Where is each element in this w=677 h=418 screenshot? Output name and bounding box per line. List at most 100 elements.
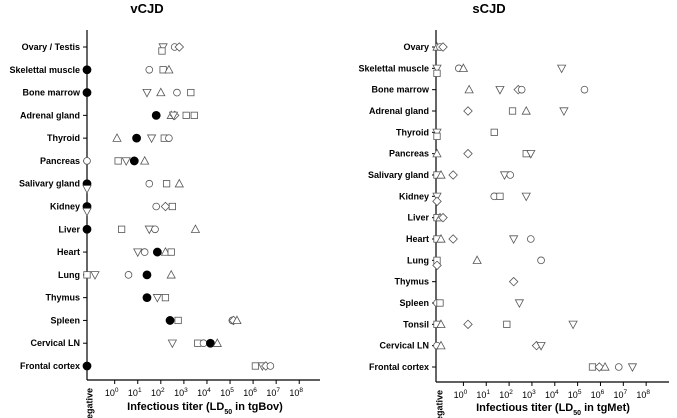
point-square xyxy=(503,320,511,328)
x-tick-exponent: 3 xyxy=(184,387,188,394)
x-tick-label: 102 xyxy=(499,389,513,400)
point-triangle-down xyxy=(559,107,569,117)
point-triangle-up xyxy=(212,338,223,347)
category-label: Kidney xyxy=(399,191,429,201)
x-tick-exponent: 3 xyxy=(532,389,536,396)
x-tick-exponent: 2 xyxy=(509,389,513,396)
x-tick-exponent: 6 xyxy=(601,389,605,396)
point-triangle-down xyxy=(514,299,525,309)
point-circle xyxy=(614,363,623,371)
x-tick-label: 104 xyxy=(197,387,211,398)
x-tick-exponent: 2 xyxy=(161,387,165,394)
point-dot xyxy=(82,65,92,75)
x-tick-exponent: 5 xyxy=(578,389,582,396)
x-tick-base: 10 xyxy=(568,390,578,400)
category-label: Skelettal muscle xyxy=(358,63,429,73)
category-label: Adrenal gland xyxy=(20,110,80,120)
x-tick-exponent: 7 xyxy=(624,389,628,396)
x-tick-base: 10 xyxy=(522,390,532,400)
point-diamond xyxy=(438,42,448,52)
category-label: Pancreas xyxy=(40,156,80,166)
x-tick-exponent: 1 xyxy=(138,387,142,394)
point-dot xyxy=(151,110,161,120)
point-triangle-down xyxy=(82,185,92,194)
point-triangle-down xyxy=(627,363,638,373)
negative-tick-label: negative xyxy=(434,390,444,418)
point-triangle-up xyxy=(140,155,150,165)
point-triangle-up xyxy=(521,105,531,115)
point-triangle-down xyxy=(146,134,157,144)
x-tick-base: 10 xyxy=(105,388,115,398)
point-diamond xyxy=(463,106,473,116)
point-triangle-down xyxy=(167,339,178,349)
point-triangle-down xyxy=(152,294,163,303)
x-tick-base: 10 xyxy=(591,390,601,400)
category-label: Lung xyxy=(58,270,80,280)
category-label: Pancreas xyxy=(389,149,429,159)
x-tick-base: 10 xyxy=(499,390,509,400)
point-dot xyxy=(82,224,92,234)
point-circle xyxy=(83,157,91,165)
point-square xyxy=(508,107,517,115)
point-square xyxy=(167,248,175,256)
point-circle xyxy=(165,134,173,142)
point-square xyxy=(114,157,122,165)
x-axis-label-tail: in tgBov) xyxy=(232,401,283,413)
point-square xyxy=(118,225,126,233)
point-triangle-up xyxy=(458,63,469,72)
x-tick-base: 10 xyxy=(545,390,555,400)
category-label: Ovary / Testis xyxy=(22,42,80,52)
point-triangle-down xyxy=(508,235,519,245)
x-tick-base: 10 xyxy=(220,388,230,398)
x-tick-label: 107 xyxy=(266,387,280,398)
point-square xyxy=(433,132,441,140)
point-dot xyxy=(142,293,152,303)
point-square xyxy=(168,202,176,211)
x-tick-base: 10 xyxy=(613,390,623,400)
point-triangle-down xyxy=(521,192,531,202)
x-tick-base: 10 xyxy=(636,390,646,400)
point-square xyxy=(174,316,182,325)
x-axis-label: Infectious titer (LD50 in tgMet) xyxy=(476,402,630,417)
point-circle xyxy=(537,256,545,265)
x-axis-label-main: Infectious titer (LD xyxy=(127,401,224,413)
point-diamond xyxy=(448,234,458,244)
category-label: Salivary gland xyxy=(368,170,429,180)
x-tick-exponent: 4 xyxy=(207,387,211,394)
x-tick-label: 102 xyxy=(151,387,165,398)
x-axis-label-main: Infectious titer (LD xyxy=(476,402,573,414)
point-triangle-up xyxy=(464,84,474,94)
point-triangle-up xyxy=(436,340,446,350)
x-tick-exponent: 8 xyxy=(299,387,303,394)
x-tick-label: 104 xyxy=(545,389,559,400)
point-circle xyxy=(506,171,515,179)
x-tick-label: 103 xyxy=(522,389,536,400)
x-tick-base: 10 xyxy=(174,388,184,398)
point-triangle-down xyxy=(82,207,92,217)
point-dot xyxy=(82,361,92,371)
point-diamond xyxy=(174,42,185,52)
point-circle xyxy=(266,362,275,370)
category-label: Frontal cortex xyxy=(20,361,80,371)
point-triangle-down xyxy=(133,248,143,258)
point-square xyxy=(433,69,441,77)
x-tick-exponent: 0 xyxy=(464,389,468,396)
point-triangle-down xyxy=(168,111,179,121)
chart-title: vCJD xyxy=(130,1,163,16)
category-label: Thymus xyxy=(394,277,429,287)
point-square xyxy=(83,271,91,279)
x-tick-label: 108 xyxy=(289,387,303,398)
x-tick-exponent: 4 xyxy=(555,389,559,396)
x-tick-base: 10 xyxy=(266,388,276,398)
point-triangle-up xyxy=(436,169,446,179)
category-label: Bone marrow xyxy=(22,88,81,98)
x-axis-label: Infectious titer (LD50 in tgBov) xyxy=(127,401,283,416)
x-tick-exponent: 1 xyxy=(486,389,490,396)
point-dot xyxy=(129,156,139,166)
x-tick-exponent: 8 xyxy=(646,389,650,396)
point-circle xyxy=(199,339,208,348)
point-diamond xyxy=(438,212,448,223)
x-tick-label: 106 xyxy=(243,387,257,398)
x-tick-label: 105 xyxy=(568,389,582,400)
